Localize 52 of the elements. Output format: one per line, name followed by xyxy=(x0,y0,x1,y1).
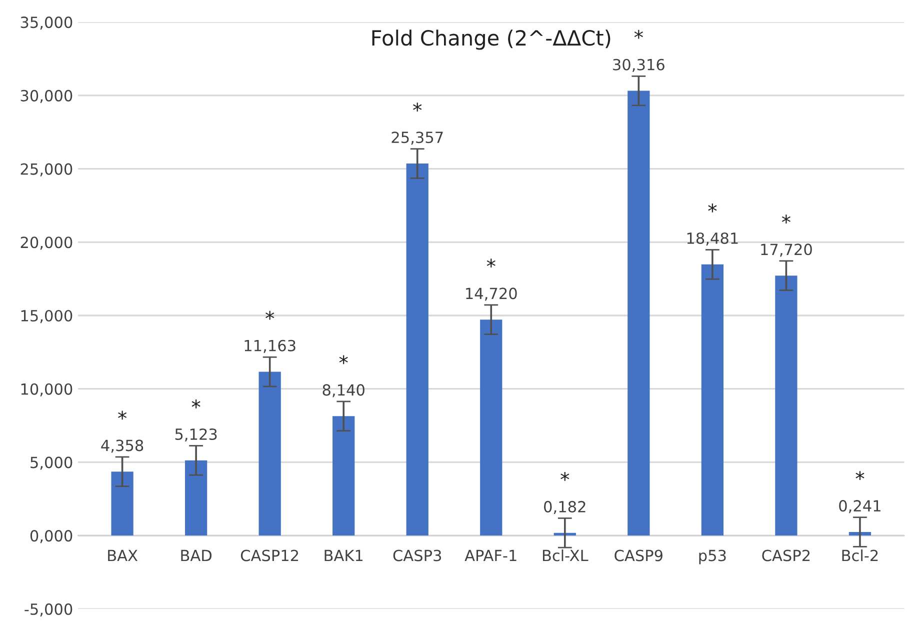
x-tick-label: p53 xyxy=(699,550,726,564)
x-tick-label: BAD xyxy=(181,550,212,562)
y-tick-label: 30,000 xyxy=(20,90,72,104)
annotation: * xyxy=(782,214,790,224)
data-label: 0,182 xyxy=(544,500,586,514)
x-tick-label: CASP3 xyxy=(393,550,442,562)
annotation: * xyxy=(118,410,127,420)
annotation: * xyxy=(266,310,274,320)
y-tick-label: -5,000 xyxy=(24,603,72,616)
data-label: 18,481 xyxy=(687,232,738,246)
x-tick-label: Bcl-2 xyxy=(842,549,878,562)
data-label: 8,140 xyxy=(322,384,364,398)
x-tick-label: BAK1 xyxy=(324,550,363,562)
x-tick-label: APAF-1 xyxy=(464,550,516,562)
y-tick-label: 0,000 xyxy=(30,530,72,544)
x-tick-label: CASP12 xyxy=(240,550,298,562)
bar xyxy=(406,164,428,536)
bar xyxy=(701,264,724,536)
data-label: 0,241 xyxy=(839,500,880,514)
bar xyxy=(628,90,650,536)
data-label: 25,357 xyxy=(392,132,443,145)
bar xyxy=(258,372,281,536)
x-tick-label: CASP2 xyxy=(762,550,810,562)
annotation: * xyxy=(192,399,200,408)
chart-title: Fold Change (2^-ΔΔCt) xyxy=(372,30,610,50)
bar xyxy=(332,416,355,536)
data-label: 14,720 xyxy=(466,288,517,301)
annotation: * xyxy=(708,204,717,212)
bar xyxy=(480,320,502,536)
data-label: 17,720 xyxy=(761,244,812,257)
annotation: * xyxy=(634,30,643,39)
data-label: 5,123 xyxy=(175,428,217,442)
y-tick-label: 5,000 xyxy=(30,456,72,470)
x-tick-label: CASP9 xyxy=(614,550,662,562)
y-tick-label: 25,000 xyxy=(20,163,72,176)
annotation: * xyxy=(339,355,348,364)
annotation: * xyxy=(560,472,570,481)
bar xyxy=(111,472,134,536)
bar xyxy=(775,276,798,536)
annotation: * xyxy=(413,102,422,112)
y-tick-label: 15,000 xyxy=(21,310,72,324)
annotation: * xyxy=(486,258,496,268)
x-tick-label: Bcl-XL xyxy=(542,549,588,562)
bar xyxy=(184,460,208,536)
data-label: 11,163 xyxy=(244,340,296,353)
data-label: 4,358 xyxy=(101,440,144,453)
data-label: 30,316 xyxy=(613,58,664,72)
x-tick-label: BAX xyxy=(108,550,138,562)
y-tick-label: 20,000 xyxy=(20,236,72,250)
y-tick-label: 35,000 xyxy=(20,16,72,30)
annotation: * xyxy=(856,471,864,480)
y-tick-label: 10,000 xyxy=(21,383,72,396)
